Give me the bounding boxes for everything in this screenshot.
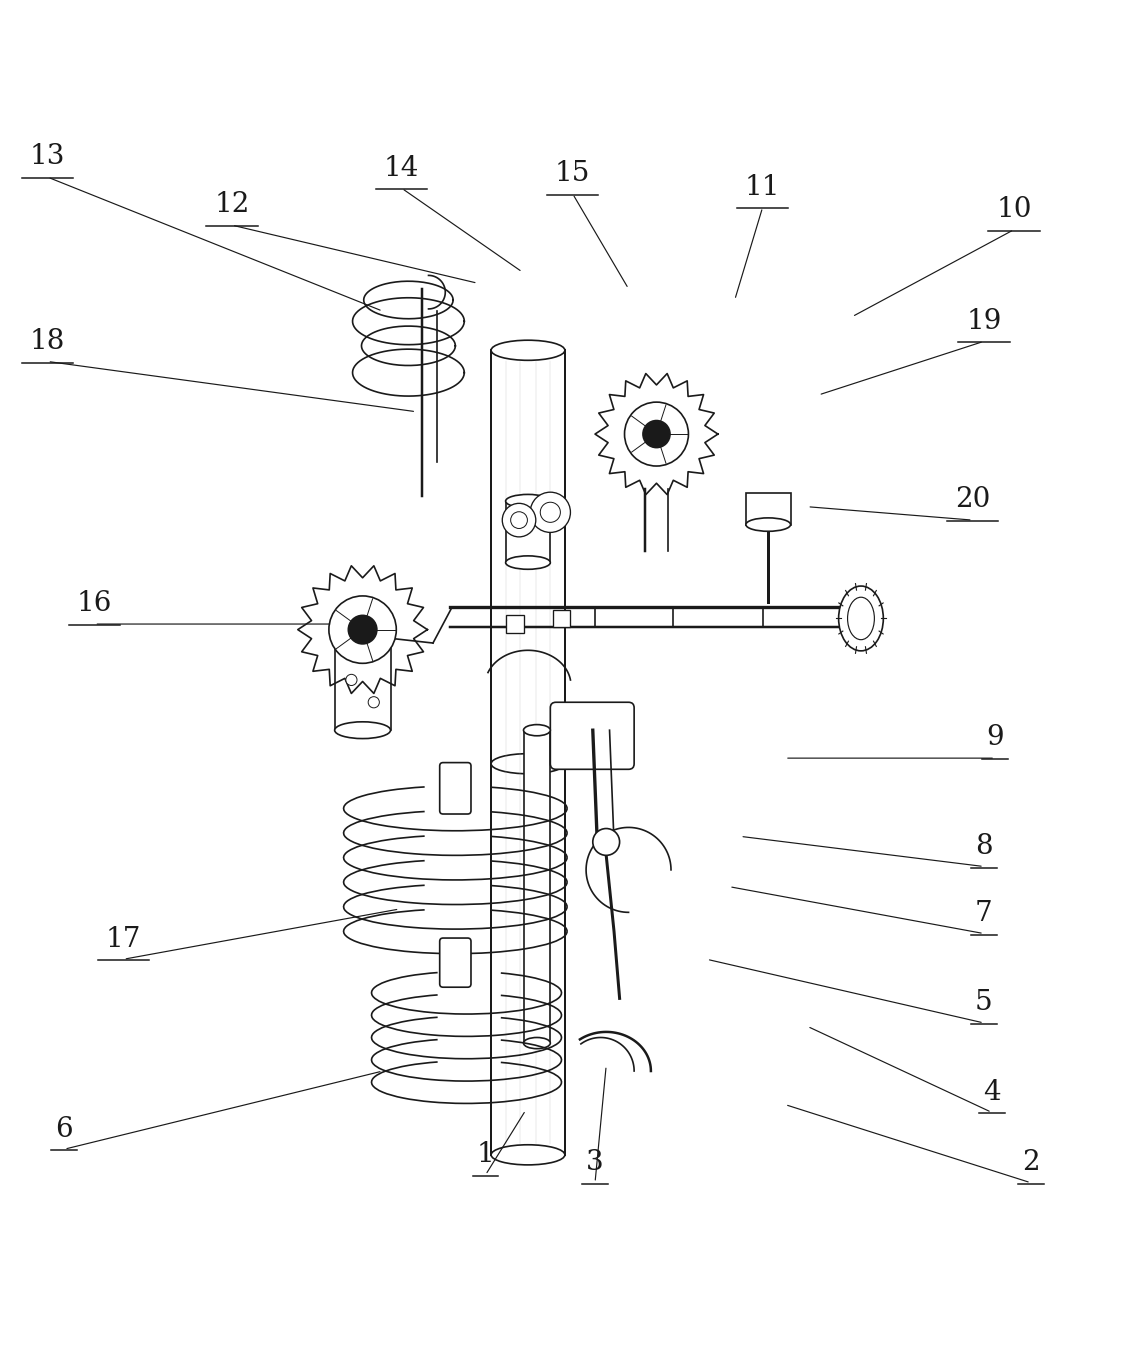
- Circle shape: [329, 596, 396, 664]
- Polygon shape: [298, 566, 428, 694]
- FancyBboxPatch shape: [440, 938, 471, 987]
- Circle shape: [593, 828, 620, 856]
- Text: 2: 2: [1022, 1149, 1040, 1176]
- Text: 16: 16: [76, 591, 112, 617]
- Ellipse shape: [491, 754, 565, 773]
- Text: 10: 10: [996, 196, 1032, 223]
- Ellipse shape: [491, 1145, 565, 1165]
- Circle shape: [511, 511, 528, 528]
- Circle shape: [643, 421, 670, 447]
- FancyBboxPatch shape: [505, 616, 523, 633]
- Ellipse shape: [505, 495, 550, 507]
- FancyBboxPatch shape: [440, 762, 471, 814]
- Text: 7: 7: [975, 899, 993, 927]
- Ellipse shape: [335, 621, 391, 638]
- FancyBboxPatch shape: [335, 629, 391, 731]
- FancyBboxPatch shape: [523, 731, 550, 1043]
- Text: 9: 9: [986, 724, 1004, 751]
- Circle shape: [348, 616, 377, 644]
- Text: 13: 13: [30, 144, 65, 170]
- Text: 14: 14: [384, 155, 419, 181]
- Text: 5: 5: [975, 990, 993, 1016]
- Polygon shape: [595, 373, 718, 495]
- Text: 15: 15: [555, 160, 591, 186]
- Text: 8: 8: [975, 832, 993, 860]
- Ellipse shape: [523, 725, 550, 736]
- Text: 3: 3: [586, 1149, 604, 1176]
- Ellipse shape: [746, 518, 791, 532]
- Ellipse shape: [839, 585, 884, 651]
- Text: 11: 11: [745, 174, 780, 200]
- FancyBboxPatch shape: [550, 702, 634, 769]
- Ellipse shape: [335, 721, 391, 739]
- FancyBboxPatch shape: [746, 494, 791, 525]
- Ellipse shape: [505, 555, 550, 569]
- Circle shape: [624, 402, 688, 466]
- Circle shape: [502, 503, 536, 537]
- Ellipse shape: [491, 340, 565, 361]
- Ellipse shape: [523, 1038, 550, 1049]
- FancyBboxPatch shape: [505, 502, 550, 562]
- Ellipse shape: [848, 598, 875, 640]
- Circle shape: [346, 675, 357, 686]
- Circle shape: [530, 492, 570, 532]
- Circle shape: [540, 502, 560, 522]
- Text: 1: 1: [476, 1141, 494, 1168]
- Text: 17: 17: [106, 925, 141, 953]
- FancyBboxPatch shape: [553, 610, 570, 628]
- Text: 4: 4: [983, 1079, 1001, 1105]
- Text: 6: 6: [55, 1116, 73, 1142]
- Text: 20: 20: [955, 487, 990, 513]
- Text: 12: 12: [214, 192, 249, 218]
- Text: 18: 18: [30, 328, 65, 355]
- Text: 19: 19: [966, 307, 1002, 335]
- Circle shape: [368, 696, 380, 707]
